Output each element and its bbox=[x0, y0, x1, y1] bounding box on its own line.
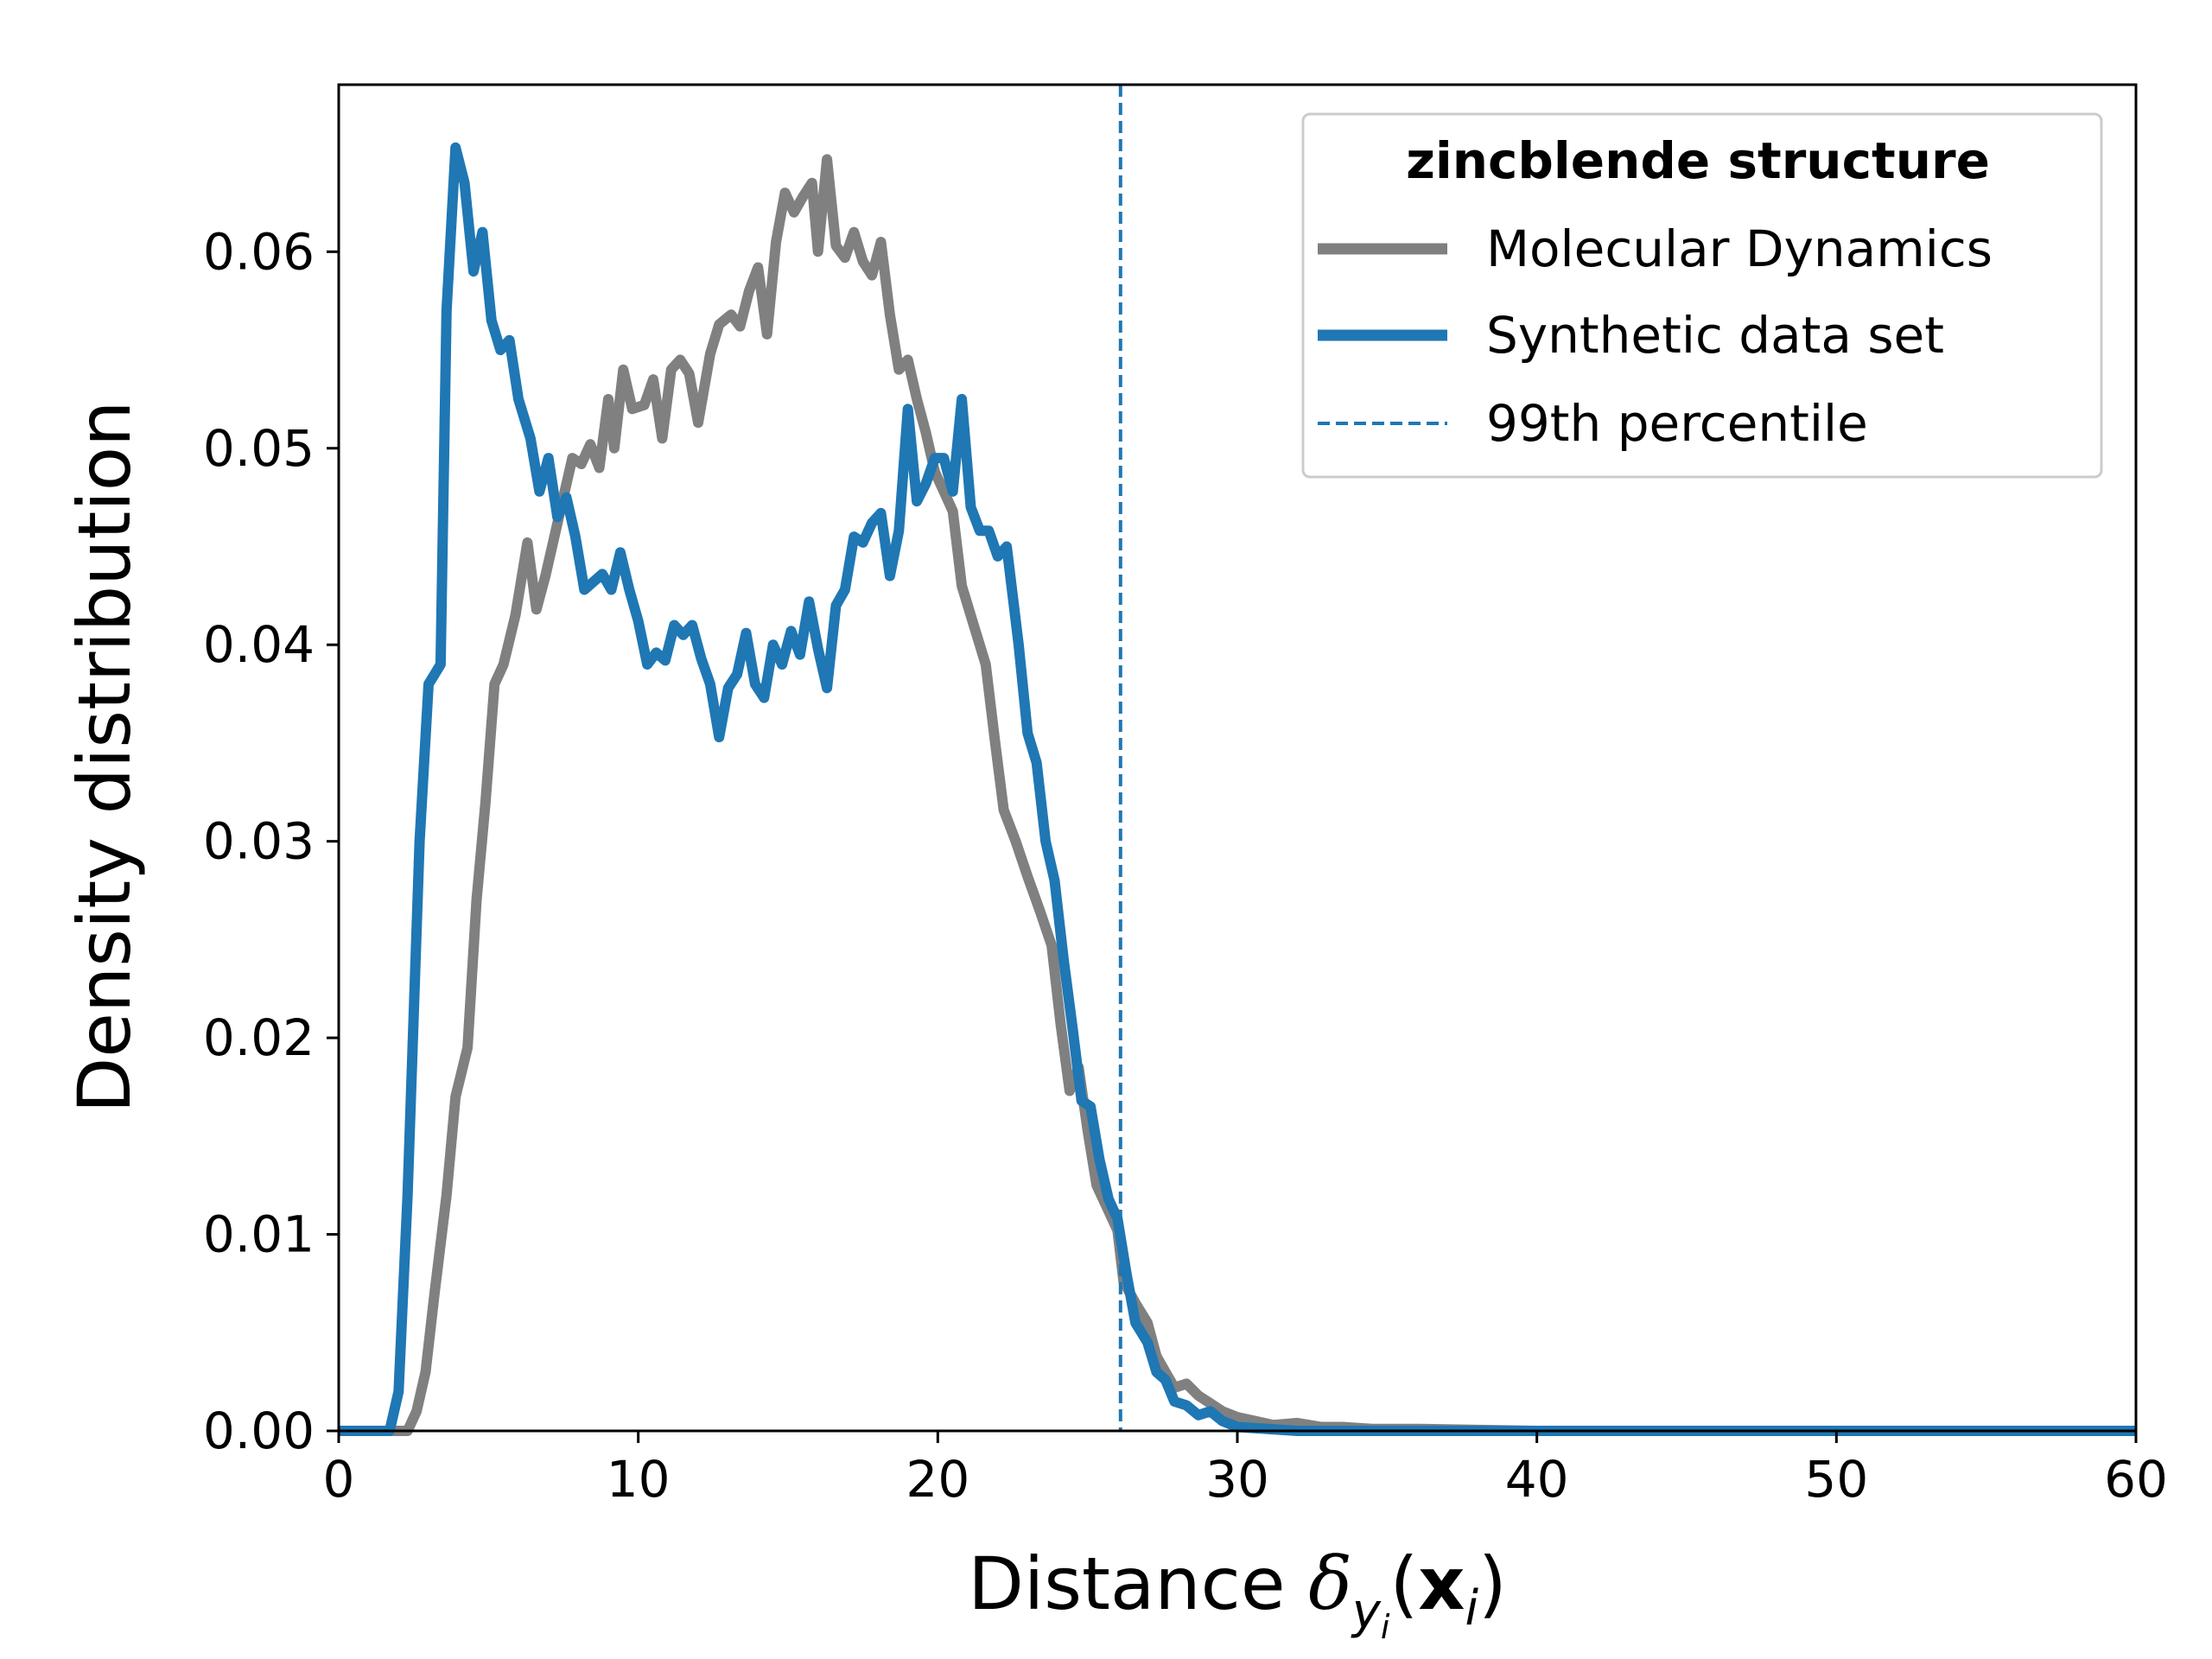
legend-entry-synthetic-data-set: Synthetic data set bbox=[1486, 306, 1944, 365]
x-axis-label-word: Distance bbox=[968, 1541, 1285, 1626]
plot-lines bbox=[339, 85, 2136, 1436]
x-tick-label: 0 bbox=[323, 1450, 355, 1509]
legend-entry-99th-percentile: 99th percentile bbox=[1486, 394, 1868, 453]
x-axis-ticks: 0 10 20 30 40 50 60 bbox=[323, 1431, 2168, 1509]
legend-entry-molecular-dynamics: Molecular Dynamics bbox=[1486, 219, 1993, 278]
y-axis-label: Density distribution bbox=[62, 401, 147, 1114]
x-tick-label: 20 bbox=[906, 1450, 969, 1509]
y-tick-label: 0.02 bbox=[203, 1008, 315, 1067]
x-axis-label-subsub: i bbox=[1381, 1608, 1390, 1646]
y-tick-label: 0.00 bbox=[203, 1402, 315, 1460]
x-axis-label-close: ) bbox=[1478, 1541, 1507, 1626]
x-axis-label-arg-sub: i bbox=[1465, 1580, 1478, 1637]
x-axis-label: Distance δyi(xi) bbox=[968, 1541, 1507, 1646]
x-axis-label-sub: y bbox=[1351, 1584, 1382, 1640]
x-tick-label: 60 bbox=[2104, 1450, 2168, 1509]
y-axis-ticks: 0.00 0.01 0.02 0.03 0.04 0.05 0.06 bbox=[203, 222, 339, 1460]
x-tick-label: 30 bbox=[1205, 1450, 1269, 1509]
y-tick-label: 0.01 bbox=[203, 1205, 315, 1264]
legend-title: zincblende structure bbox=[1406, 131, 1990, 190]
x-axis-label-open: ( bbox=[1389, 1541, 1418, 1626]
x-tick-label: 50 bbox=[1804, 1450, 1868, 1509]
y-tick-label: 0.06 bbox=[203, 222, 315, 281]
x-tick-label: 10 bbox=[607, 1450, 671, 1509]
y-tick-label: 0.05 bbox=[203, 419, 315, 478]
x-axis-label-bold-x: x bbox=[1418, 1541, 1465, 1626]
x-axis-label-delta: δ bbox=[1308, 1541, 1352, 1626]
y-tick-label: 0.03 bbox=[203, 812, 315, 871]
series-line-synthetic-data-set bbox=[339, 142, 2136, 1436]
x-tick-label: 40 bbox=[1505, 1450, 1569, 1509]
legend: zincblende structure Molecular Dynamics … bbox=[1301, 112, 2103, 479]
legend-box bbox=[1301, 112, 2103, 479]
y-tick-label: 0.04 bbox=[203, 615, 315, 674]
